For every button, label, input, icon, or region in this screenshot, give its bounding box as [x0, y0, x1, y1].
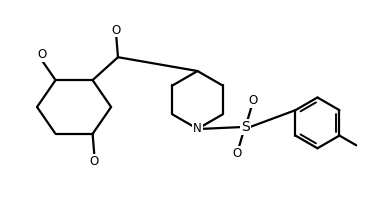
- Text: O: O: [90, 155, 99, 168]
- Text: N: N: [193, 122, 202, 135]
- Text: O: O: [249, 94, 258, 107]
- Text: O: O: [232, 147, 242, 160]
- Text: O: O: [38, 48, 47, 61]
- Text: S: S: [241, 120, 249, 134]
- Text: O: O: [112, 24, 121, 37]
